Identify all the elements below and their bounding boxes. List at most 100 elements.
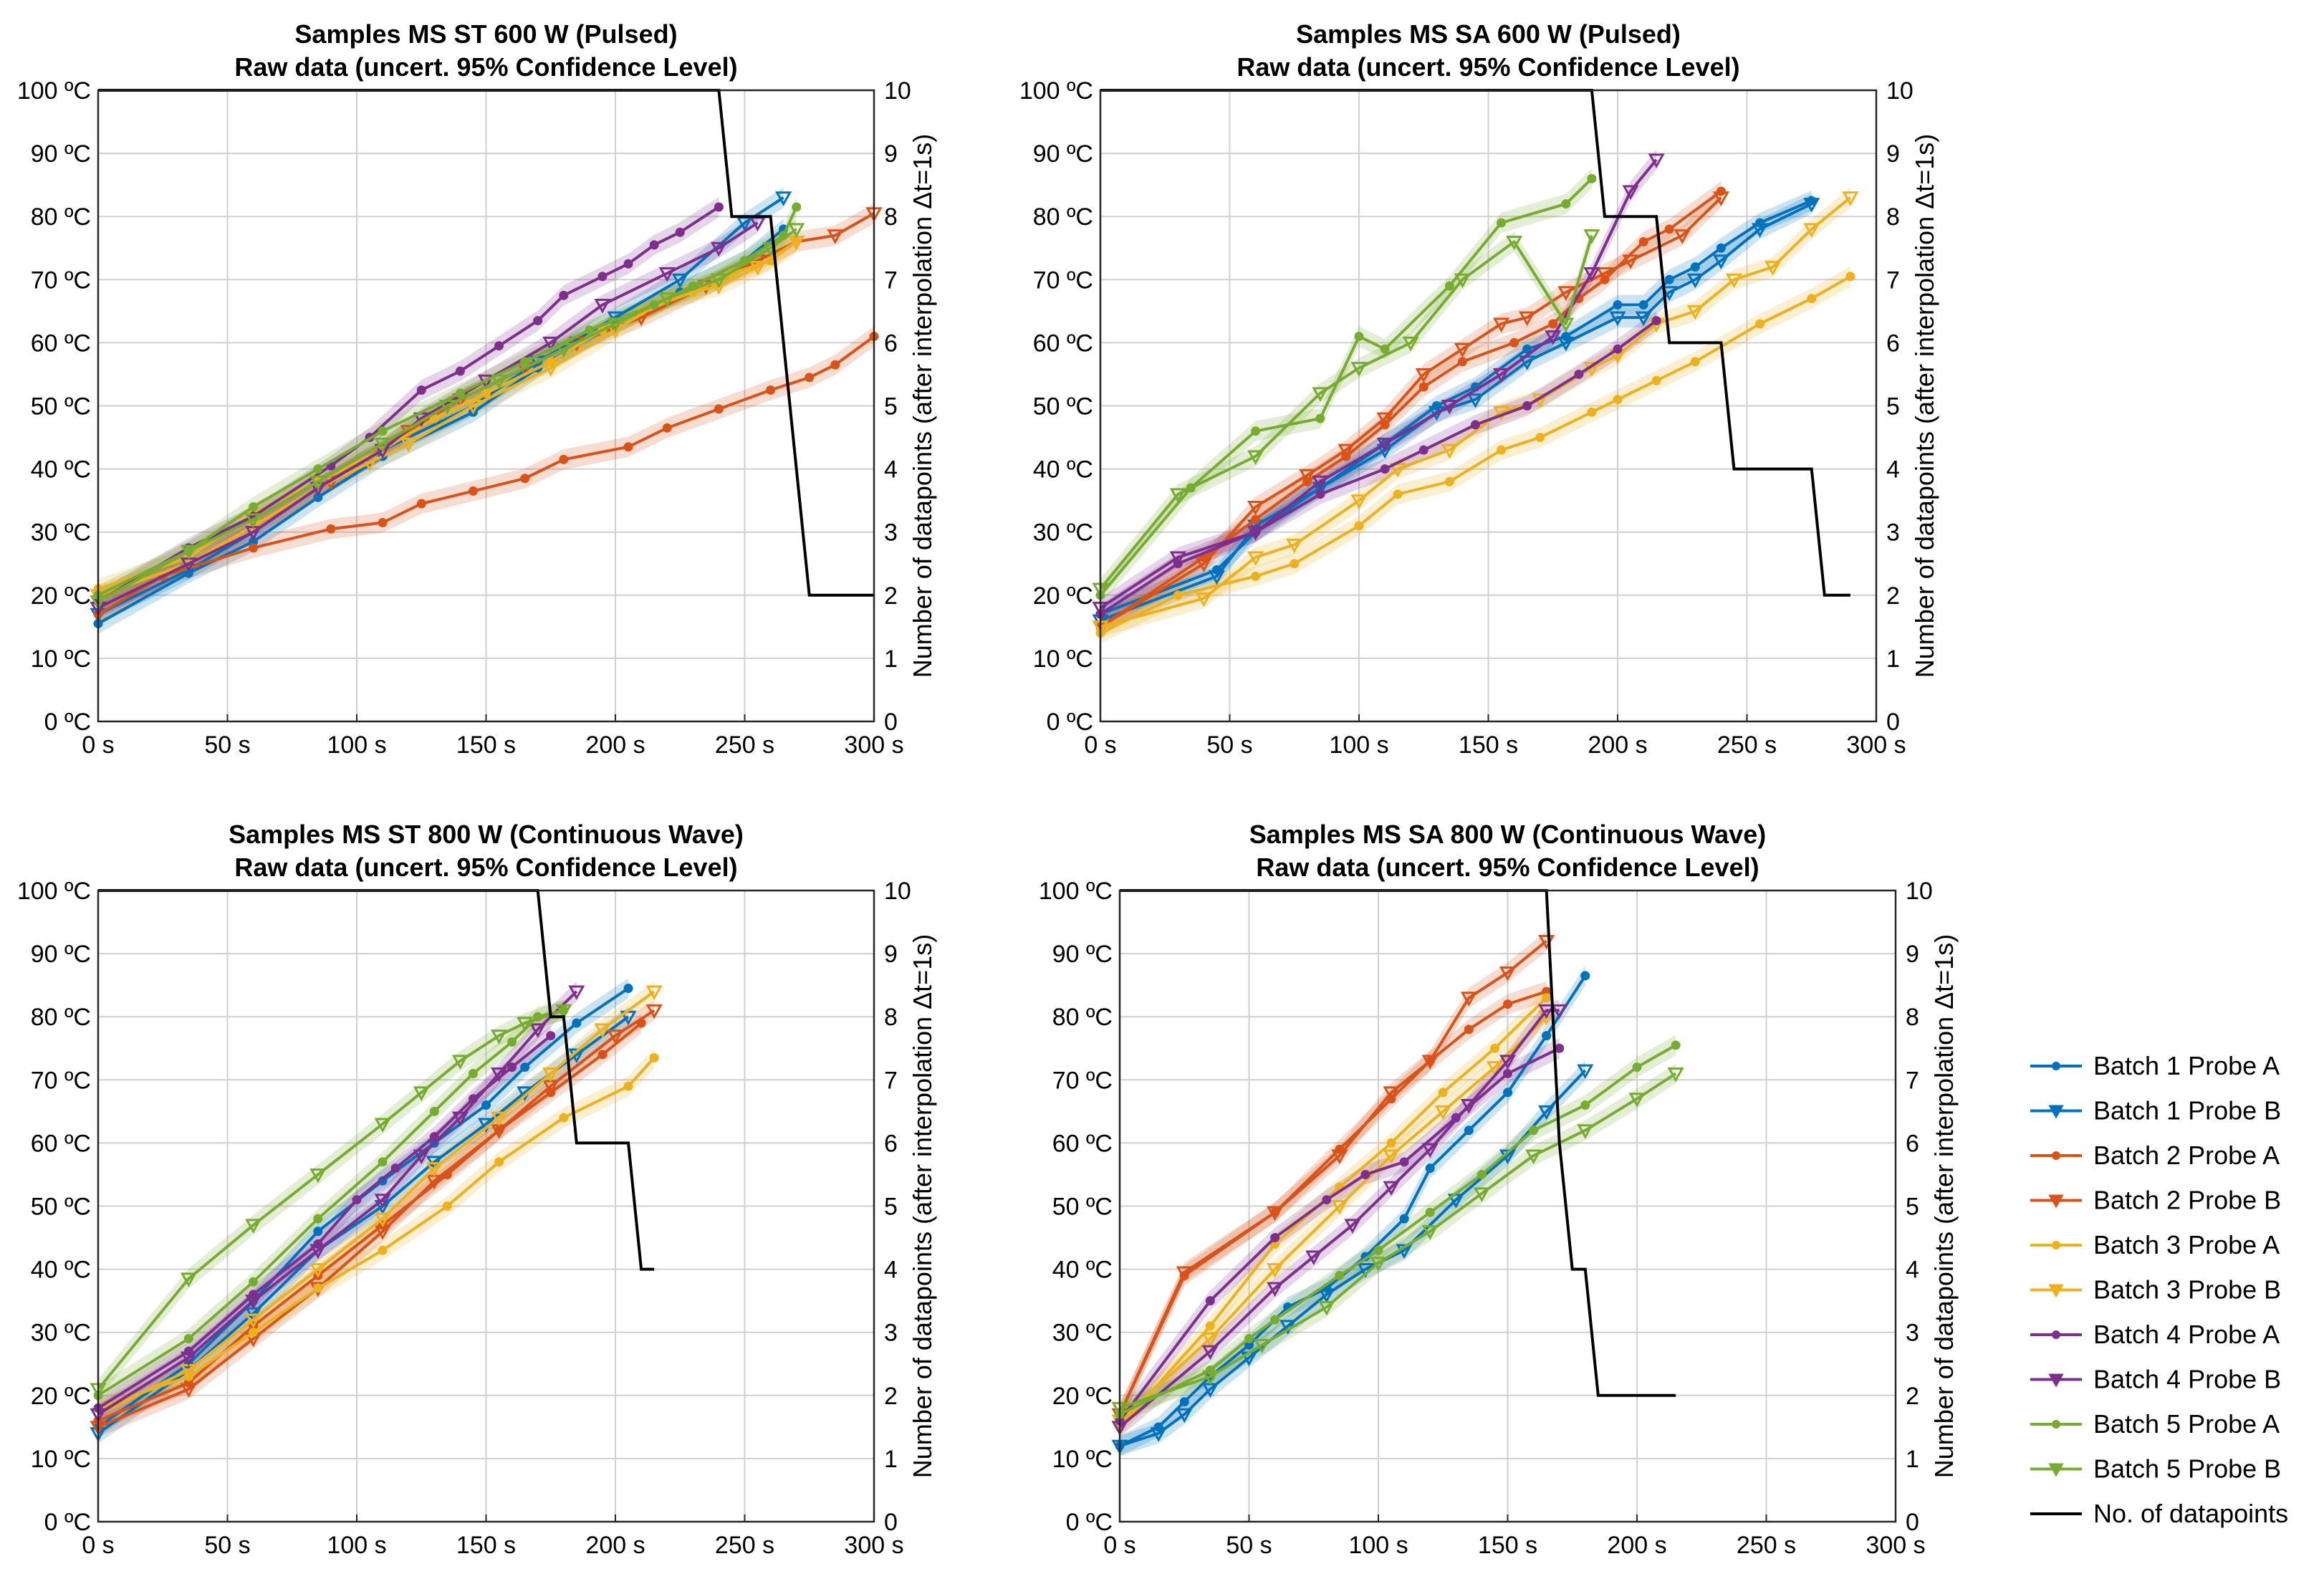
y2-axis-label: Number of datapoints (after interpolatio… [908, 934, 937, 1478]
data-point [1577, 1064, 1594, 1080]
y-tick-label: 40 ºC [1052, 1257, 1113, 1284]
data-point [827, 229, 844, 244]
legend-label: Batch 3 Probe B [2093, 1275, 2281, 1305]
uncertainty-band-batch-5-probe-b [1120, 1063, 1676, 1419]
data-point [1267, 1263, 1284, 1278]
data-point [1179, 1397, 1189, 1407]
data-point [378, 1245, 388, 1255]
data-point [710, 241, 727, 257]
data-point [1201, 1370, 1219, 1386]
data-point [1473, 1187, 1490, 1202]
series-line [97, 1057, 656, 1410]
y2-tick-label: 6 [1886, 330, 1900, 357]
data-point [1638, 236, 1648, 246]
x-tick-label: 150 s [1478, 1532, 1537, 1559]
series-line [1099, 177, 1593, 597]
y2-tick-label: 10 [884, 77, 911, 105]
chart-subtitle: Raw data (uncert. 95% Confidence Level) [234, 853, 737, 882]
data-point [1580, 971, 1590, 981]
data-point [416, 499, 426, 509]
data-point [830, 360, 840, 370]
data-point [374, 1194, 391, 1209]
uncertainty-band-batch-4-probe-a [1120, 1038, 1560, 1431]
x-tick-label: 300 s [1846, 731, 1906, 759]
data-point [520, 1062, 530, 1072]
data-point [1574, 369, 1584, 379]
data-point [1376, 412, 1393, 428]
data-point [1712, 191, 1729, 206]
data-point [451, 1055, 469, 1070]
data-point [1632, 1062, 1642, 1072]
data-point [1557, 286, 1575, 301]
data-point [1460, 1099, 1477, 1114]
y-tick-label: 80 ºC [31, 1004, 91, 1031]
data-point [1506, 235, 1523, 251]
data-point [1373, 1245, 1383, 1255]
data-point [675, 227, 685, 237]
data-point [426, 1162, 443, 1177]
x-tick-label: 200 s [585, 1532, 645, 1559]
data-point [451, 1111, 469, 1127]
x-tick-label: 0 s [1103, 1532, 1135, 1559]
series-line [1118, 1009, 1560, 1429]
data-point [180, 544, 197, 560]
data-point [1418, 382, 1429, 392]
legend-marker [2052, 1330, 2060, 1339]
data-point [597, 272, 608, 282]
x-tick-label: 250 s [715, 1532, 774, 1559]
data-point [572, 1018, 582, 1028]
data-point [1492, 368, 1510, 383]
data-point [390, 1163, 400, 1174]
y2-axis-label: Number of datapoints (after interpolatio… [1929, 934, 1959, 1478]
datapoints-line [1100, 89, 1850, 597]
y-tick-label: 0 ºC [1047, 709, 1093, 736]
y2-tick-label: 9 [1906, 941, 1919, 968]
x-tick-label: 200 s [1588, 731, 1647, 759]
data-point [1386, 1138, 1396, 1148]
data-point [245, 1295, 262, 1310]
y2-tick-label: 2 [884, 1383, 898, 1410]
data-point [429, 1106, 439, 1116]
y-tick-label: 30 ºC [31, 1320, 91, 1347]
data-point [1247, 551, 1264, 566]
y2-tick-label: 7 [884, 267, 898, 294]
data-point [1529, 1126, 1539, 1136]
data-point [533, 316, 543, 326]
data-point [326, 524, 336, 534]
data-point [1686, 273, 1704, 289]
x-tick-label: 250 s [1717, 731, 1777, 759]
data-point [1315, 413, 1325, 423]
data-point [1555, 1043, 1565, 1053]
data-point [1464, 1126, 1474, 1136]
series-line [1118, 1015, 1548, 1422]
data-point [1421, 1055, 1439, 1070]
y-tick-label: 100 ºC [17, 878, 91, 905]
data-point [1251, 426, 1261, 436]
series-line [1119, 1069, 1587, 1448]
data-point [1286, 538, 1303, 554]
data-point [1807, 294, 1817, 304]
data-point [1519, 311, 1536, 327]
data-point [249, 1328, 259, 1338]
series-batch-3-probe-b [90, 985, 663, 1424]
y-tick-label: 20 ºC [31, 1383, 91, 1410]
data-point [517, 1017, 534, 1032]
data-point [1380, 464, 1390, 474]
y-tick-label: 30 ºC [31, 519, 91, 547]
x-tick-label: 250 s [715, 731, 774, 759]
series-line [1119, 1044, 1677, 1416]
y-tick-label: 70 ºC [31, 1067, 91, 1094]
data-point [374, 1118, 391, 1133]
data-point [249, 543, 259, 553]
series-line [1118, 939, 1547, 1416]
legend-marker [2052, 1241, 2060, 1249]
data-point [788, 223, 805, 238]
x-tick-label: 150 s [1459, 731, 1518, 759]
data-point [1635, 311, 1652, 327]
data-point [1613, 395, 1623, 405]
data-point [1538, 1004, 1555, 1019]
data-point [546, 1031, 556, 1041]
data-point [1370, 1257, 1387, 1272]
y-tick-label: 0 ºC [1066, 1509, 1113, 1536]
y2-tick-label: 6 [884, 330, 898, 357]
